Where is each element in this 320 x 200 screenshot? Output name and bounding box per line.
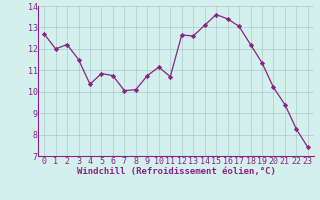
X-axis label: Windchill (Refroidissement éolien,°C): Windchill (Refroidissement éolien,°C) xyxy=(76,167,276,176)
